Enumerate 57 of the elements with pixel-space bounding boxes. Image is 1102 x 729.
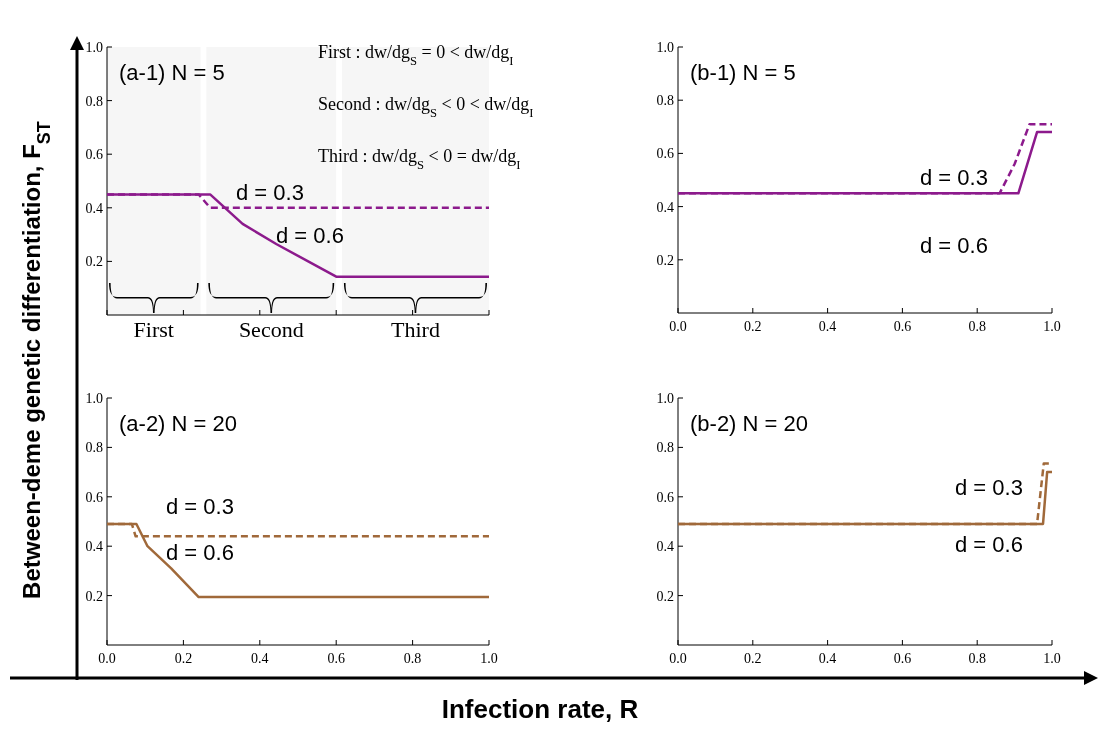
y-tick-label: 0.2 [656, 588, 674, 604]
x-tick-label: 0.8 [403, 651, 422, 666]
y-tick-label: 0.8 [85, 93, 103, 109]
series-label: d = 0.3 [955, 475, 1023, 500]
y-tick-label: 1.0 [85, 391, 103, 406]
x-tick-label: 0.0 [98, 651, 116, 666]
x-tick-label: 0.6 [327, 651, 345, 666]
y-tick-label: 0.2 [656, 252, 674, 268]
x-tick-label: 0.6 [893, 651, 912, 666]
x-tick-label: 0.0 [669, 651, 687, 666]
text: (a-1) N = 5 [119, 60, 225, 85]
series-label: d = 0.6 [955, 532, 1023, 557]
x-tick-label: 0.0 [669, 319, 687, 334]
x-tick-label: 0.8 [968, 651, 986, 666]
y-tick-label: 0.6 [656, 146, 674, 162]
x-tick-label: 0.4 [818, 651, 837, 666]
annotation: Third : dw/dg$_{S}$ < 0 = dw/dg$_{I}$ [318, 146, 521, 172]
x-tick-label: 0.2 [744, 319, 762, 334]
y-tick-label: 0.8 [85, 440, 103, 456]
y-tick-label: 0.6 [656, 489, 674, 505]
series-label: d = 0.6 [920, 233, 988, 258]
y-tick-label: 1.0 [656, 40, 674, 55]
band-label: Third [391, 317, 440, 342]
y-tick-label: 0.8 [656, 440, 674, 456]
y-tick-label: 0.2 [85, 588, 103, 604]
annotation: Second : dw/dg$_{S}$ < 0 < dw/dg$_{I}$ [318, 94, 534, 120]
y-tick-label: 0.2 [85, 254, 103, 270]
y-tick-label: 0.4 [85, 200, 103, 216]
band-label: First [133, 317, 174, 342]
y-tick-label: 1.0 [656, 391, 674, 406]
y-tick-label: 0.6 [85, 489, 103, 505]
series-label: d = 0.6 [276, 223, 344, 248]
text: (a-2) N = 20 [119, 411, 237, 436]
series-label: d = 0.3 [166, 494, 234, 519]
x-tick-label: 0.6 [893, 319, 912, 334]
series-label: d = 0.3 [236, 180, 304, 205]
annotation: First : dw/dg$_{S}$ = 0 < dw/dg$_{I}$ [318, 42, 514, 68]
y-tick-label: 0.4 [85, 539, 103, 555]
x-tick-label: 0.2 [744, 651, 762, 666]
x-tick-label: 1.0 [1043, 651, 1061, 666]
y-tick-label: 0.8 [656, 93, 674, 109]
text: (b-2) N = 20 [690, 411, 808, 436]
x-tick-label: 0.8 [968, 319, 986, 334]
series-label: d = 0.3 [920, 165, 988, 190]
y-tick-label: 1.0 [85, 40, 103, 55]
x-tick-label: 1.0 [1043, 319, 1061, 334]
band-label: Second [238, 317, 304, 342]
x-axis-title: Infection rate, R [441, 694, 639, 724]
y-tick-label: 0.4 [656, 199, 674, 215]
text: (b-1) N = 5 [690, 60, 796, 85]
series-label: d = 0.6 [166, 540, 234, 565]
x-tick-label: 0.4 [251, 651, 269, 666]
x-tick-label: 1.0 [480, 651, 498, 666]
y-tick-label: 0.4 [656, 539, 674, 555]
x-tick-label: 0.4 [818, 319, 837, 334]
x-tick-label: 0.2 [174, 651, 193, 666]
y-tick-label: 0.6 [85, 147, 103, 163]
